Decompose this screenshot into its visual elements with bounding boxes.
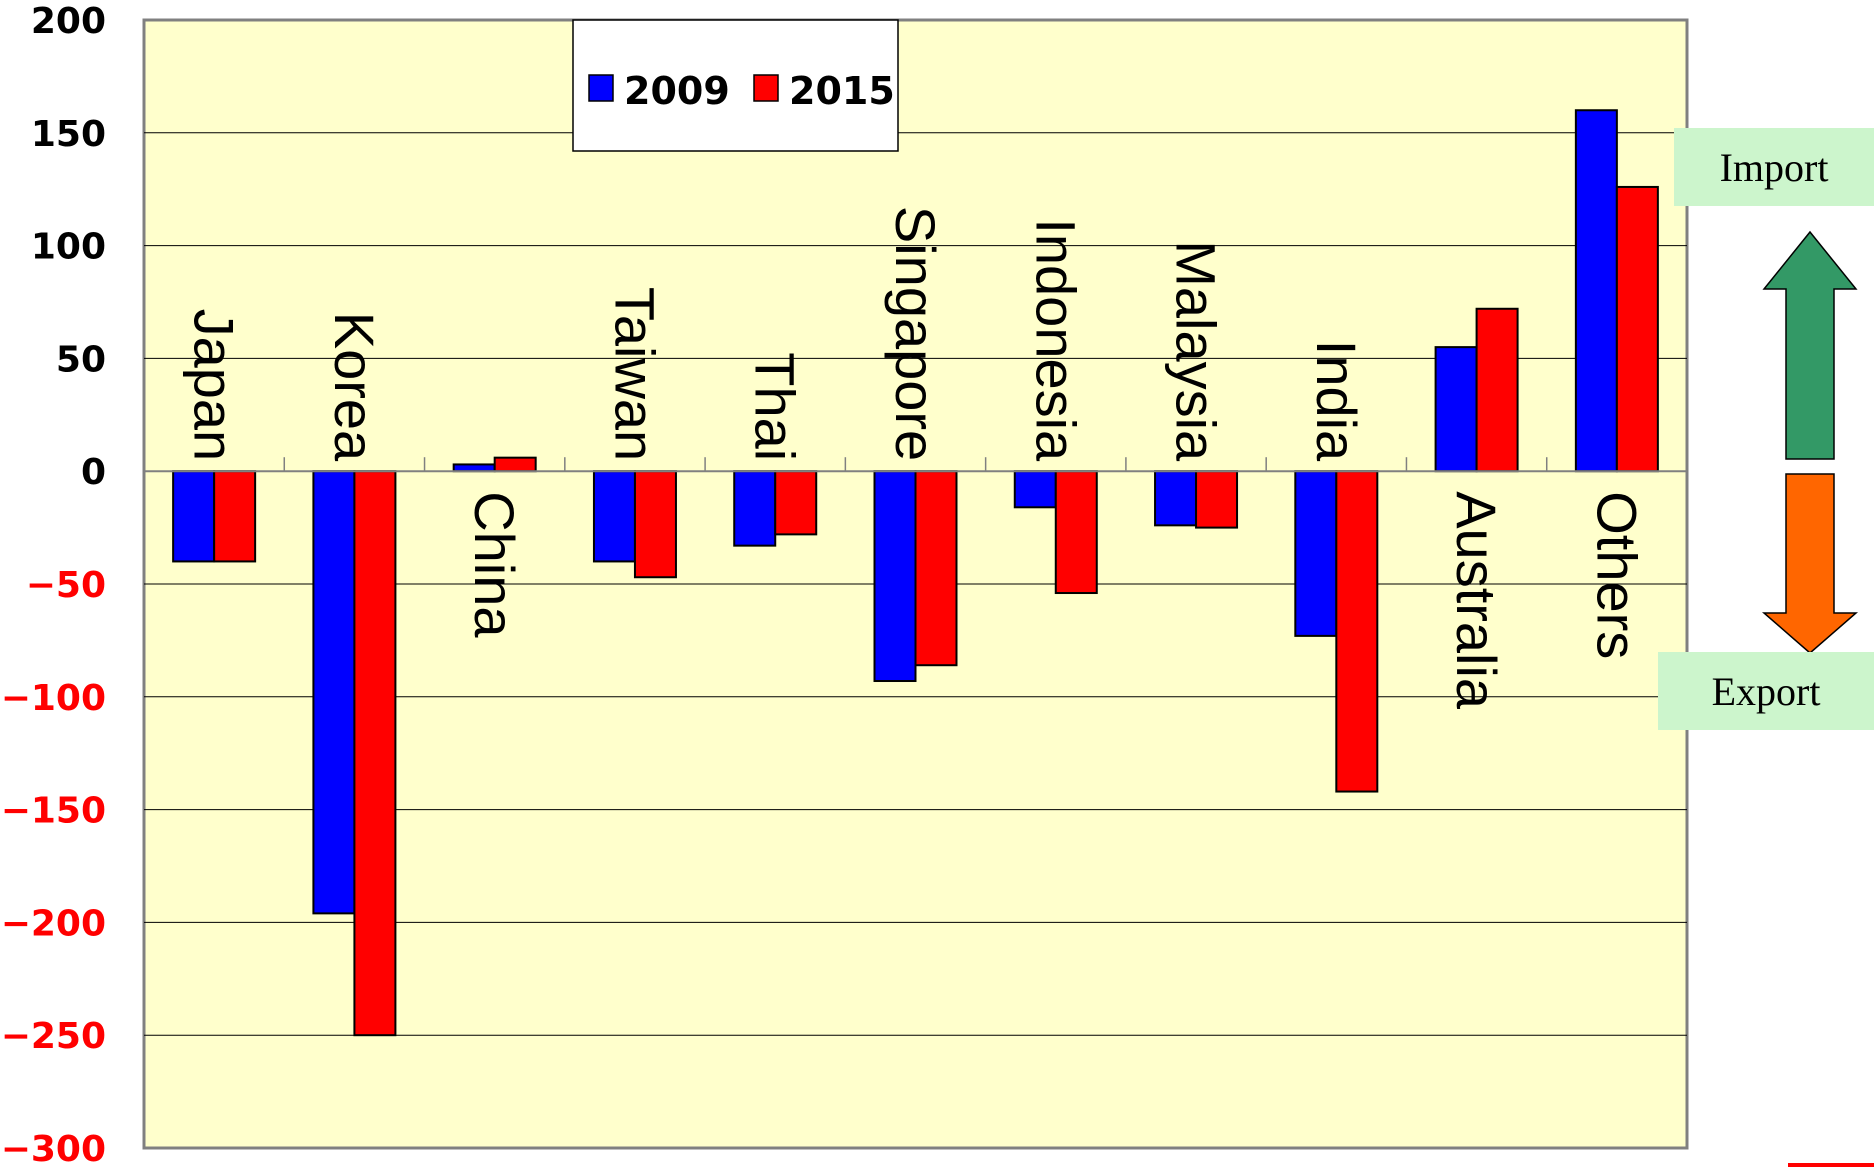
bar-2015-india xyxy=(1335,470,1379,793)
corner-mark xyxy=(1788,1163,1874,1167)
export-arrow-icon xyxy=(1761,473,1859,654)
gridlines xyxy=(144,132,1687,1036)
y-tick-label: −200 xyxy=(1,903,106,944)
bar-2009-china xyxy=(452,463,496,473)
y-tick-label: 0 xyxy=(81,452,106,493)
y-tick-label: 100 xyxy=(31,227,106,268)
category-label-korea: Korea xyxy=(323,312,386,462)
bar-2009-korea xyxy=(312,470,356,915)
category-labels: Japan Korea China Taiwan Thai Singapore Indone… xyxy=(183,206,1649,710)
bar-2009-japan xyxy=(172,470,216,563)
category-label-thai: Thai xyxy=(744,352,807,461)
bar-2009-thai xyxy=(733,470,777,547)
bar-2015-indonesia xyxy=(1054,470,1098,595)
legend: 2009 2015 xyxy=(572,19,899,152)
y-tick-label: −100 xyxy=(1,678,106,719)
category-label-others: Others xyxy=(1585,491,1648,659)
category-label-indonesia: Indonesia xyxy=(1024,218,1087,462)
legend-label-2015: 2015 xyxy=(789,69,895,113)
y-tick-label: 50 xyxy=(56,339,106,380)
category-label-australia: Australia xyxy=(1445,491,1508,710)
y-tick-label: −300 xyxy=(1,1129,106,1167)
y-tick-label: −250 xyxy=(1,1016,106,1057)
bar-2015-singapore xyxy=(914,470,958,667)
import-arrow-icon xyxy=(1762,230,1858,460)
bar-2015-malaysia xyxy=(1195,470,1239,529)
bar-2015-china xyxy=(493,456,537,473)
bar-2009-others xyxy=(1574,109,1618,473)
bar-2009-australia xyxy=(1434,346,1478,473)
category-label-taiwan: Taiwan xyxy=(603,287,666,461)
category-label-japan: Japan xyxy=(183,309,246,462)
category-label-singapore: Singapore xyxy=(884,206,947,461)
legend-box xyxy=(572,19,899,152)
category-label-china: China xyxy=(463,491,526,638)
legend-label-2009: 2009 xyxy=(624,69,730,113)
bar-2015-others xyxy=(1615,185,1659,473)
legend-swatch-2009 xyxy=(588,74,614,102)
bar-2009-malaysia xyxy=(1154,470,1198,527)
bar-2015-australia xyxy=(1475,307,1519,473)
y-tick-label: 200 xyxy=(31,1,106,42)
import-label: Import xyxy=(1674,128,1874,206)
y-tick-label: −150 xyxy=(1,791,106,832)
bar-2009-indonesia xyxy=(1013,470,1057,509)
bar-2009-singapore xyxy=(873,470,917,683)
bar-2015-taiwan xyxy=(633,470,677,579)
category-label-india: India xyxy=(1305,340,1368,462)
bar-2009-india xyxy=(1294,470,1338,637)
bar-2009-taiwan xyxy=(592,470,636,563)
y-tick-label: −50 xyxy=(26,565,106,606)
category-label-malaysia: Malaysia xyxy=(1165,240,1228,462)
bars xyxy=(144,109,1687,1037)
bar-2015-korea xyxy=(353,470,397,1037)
y-axis-ticks: 200 150 100 50 0 −50 −100 −150 −200 −250 −300 xyxy=(1,1,106,1167)
export-label: Export xyxy=(1658,652,1874,730)
bar-2015-thai xyxy=(774,470,818,536)
legend-swatch-2015 xyxy=(753,74,779,102)
bar-2015-japan xyxy=(213,470,257,563)
y-tick-label: 150 xyxy=(31,114,106,155)
